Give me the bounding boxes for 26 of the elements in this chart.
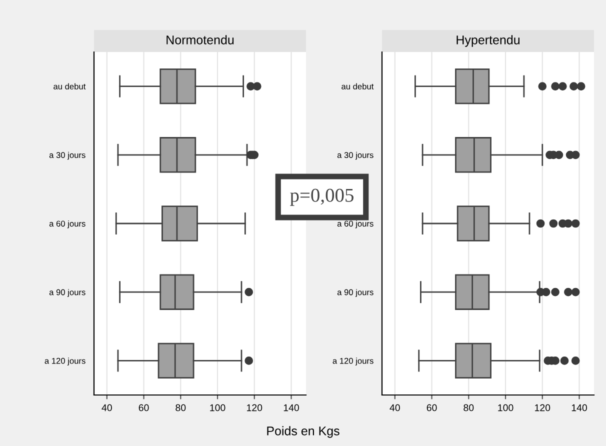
x-tick-label: 120	[535, 404, 550, 412]
annotation: p=0,005	[290, 188, 354, 206]
y-tick-label: a 90 jours	[49, 289, 86, 297]
x-axis-title: Poids en Kgs	[267, 426, 340, 438]
y-tick-label: a 120 jours	[44, 358, 86, 366]
y-tick-label: au debut	[54, 83, 86, 90]
x-tick-label: 60	[138, 404, 149, 412]
x-tick-label: 40	[102, 404, 112, 412]
x-tick-label: 40	[390, 404, 400, 412]
chart-title: Hypertendu	[456, 35, 520, 47]
y-tick-label: au debut	[342, 83, 374, 90]
y-tick-label: a 60 jours	[337, 220, 374, 228]
y-tick-label: a 60 jours	[49, 220, 86, 228]
x-tick-label: 60	[426, 404, 437, 412]
x-tick-label: 80	[176, 404, 186, 412]
x-tick-label: 100	[498, 404, 514, 412]
chart-title: Normotendu	[166, 35, 234, 44]
x-tick-label: 80	[464, 404, 474, 412]
y-tick-label: a 30 jours	[49, 152, 86, 160]
x-tick-label: 140	[572, 404, 587, 412]
x-tick-label: 140	[284, 404, 299, 412]
y-tick-label: a 90 jours	[337, 289, 374, 297]
y-tick-label: a 120 jours	[332, 358, 374, 366]
x-tick-label: 120	[247, 404, 262, 412]
y-tick-label: a 30 jours	[337, 152, 374, 160]
x-tick-label: 100	[210, 404, 226, 412]
